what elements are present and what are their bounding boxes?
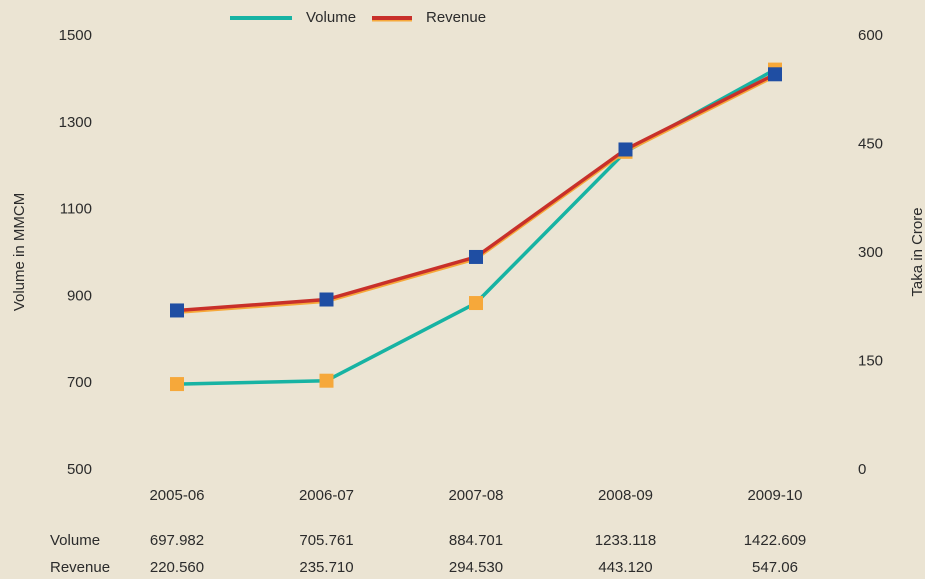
y2-tick-label: 300	[858, 244, 883, 261]
table-value: 443.120	[598, 559, 652, 576]
table-row-label: Revenue	[50, 559, 110, 576]
x-tick-label: 2007-08	[448, 487, 503, 504]
marker	[768, 67, 782, 82]
table-value: 697.982	[150, 532, 204, 549]
y-tick-label: 1100	[60, 201, 92, 218]
marker	[319, 292, 334, 307]
x-tick-label: 2006-07	[299, 487, 354, 504]
legend-label: Volume	[306, 9, 356, 26]
marker	[319, 373, 334, 388]
table-value: 884.701	[449, 532, 503, 549]
y-tick-label: 900	[67, 287, 92, 304]
table-value: 294.530	[449, 559, 503, 576]
marker	[469, 249, 483, 264]
table-value: 1233.118	[595, 532, 656, 549]
table-value: 1422.609	[744, 532, 807, 549]
table-value: 705.761	[299, 532, 353, 549]
x-tick-label: 2008-09	[598, 487, 653, 504]
y-tick-label: 500	[67, 461, 92, 478]
table-value: 220.560	[150, 559, 204, 576]
y-tick-label: 1500	[59, 27, 92, 44]
legend-label: Revenue	[426, 9, 486, 26]
y2-tick-label: 450	[858, 135, 883, 152]
marker	[469, 296, 483, 311]
y-tick-label: 1300	[59, 114, 92, 131]
y2-axis-label: Taka in Crore	[909, 207, 925, 296]
table-value: 547.06	[752, 559, 798, 576]
marker	[170, 303, 184, 318]
table-value: 235.710	[299, 559, 353, 576]
y2-tick-label: 0	[858, 461, 866, 478]
x-tick-label: 2005-06	[149, 487, 204, 504]
x-tick-label: 2009-10	[747, 487, 802, 504]
y-axis-label: Volume in MMCM	[11, 193, 28, 311]
table-row-label: Volume	[50, 532, 100, 549]
y2-tick-label: 150	[858, 352, 883, 369]
y-tick-label: 700	[67, 374, 92, 391]
marker	[170, 377, 184, 392]
y2-tick-label: 600	[858, 27, 883, 44]
marker	[618, 142, 633, 157]
